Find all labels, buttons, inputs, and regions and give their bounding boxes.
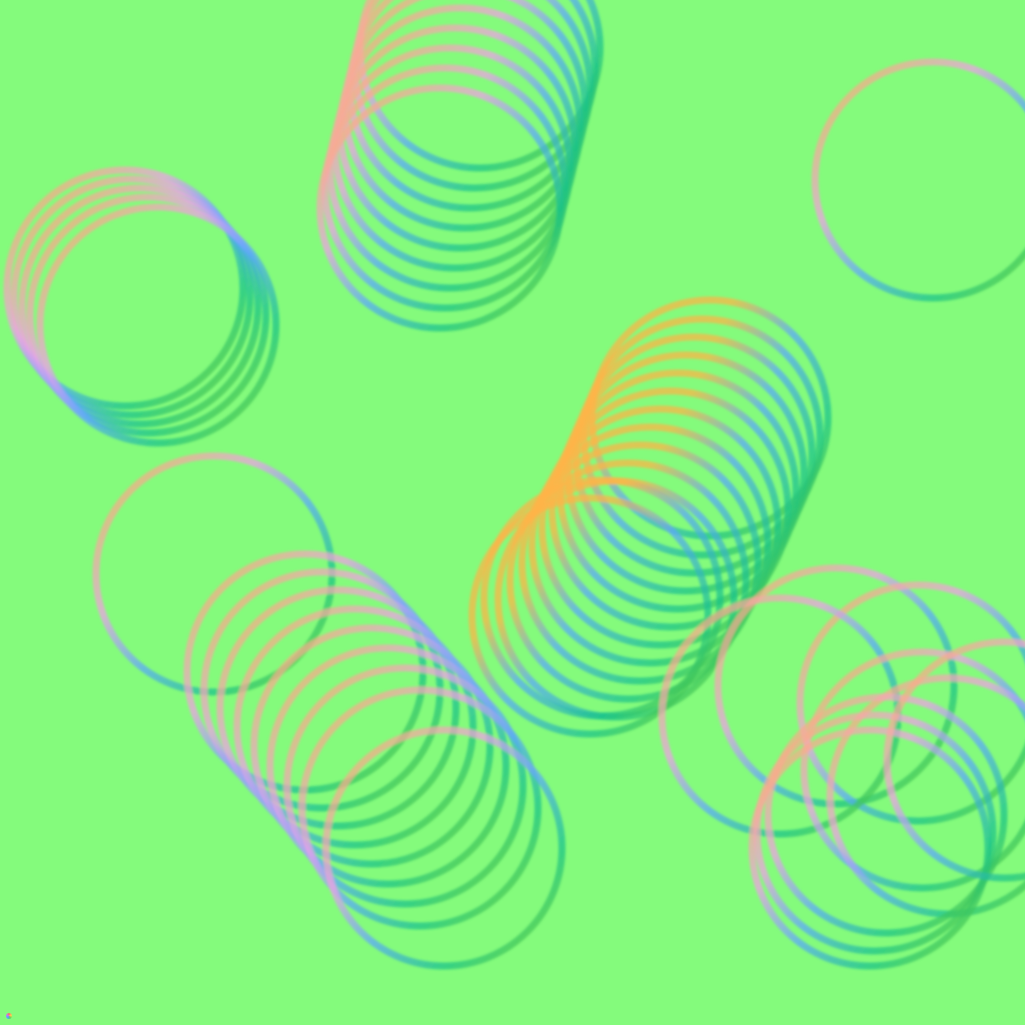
ring (250, 624, 494, 868)
bottom-left-stack (92, 452, 566, 970)
ring (538, 405, 782, 649)
ring (18, 184, 262, 428)
ring (26, 193, 270, 437)
ring (518, 441, 762, 685)
ring (266, 644, 510, 888)
ring (753, 711, 997, 955)
color-wheel-icon (6, 1013, 12, 1019)
ring (10, 175, 254, 419)
ring (506, 459, 750, 703)
ring (3, 166, 247, 410)
top-right-single (811, 58, 1025, 302)
ring (480, 476, 724, 720)
ring (748, 726, 992, 970)
ring (548, 387, 792, 631)
top-center-stack (316, 0, 604, 332)
ring (316, 84, 564, 332)
center-right-stack (468, 296, 832, 738)
ring (468, 494, 712, 738)
ring (800, 648, 1025, 892)
ring (233, 605, 477, 849)
ring (283, 664, 527, 908)
ring (714, 564, 958, 808)
left-stack (3, 166, 280, 447)
ring (322, 726, 566, 970)
ring (36, 203, 280, 447)
ring (298, 686, 542, 930)
bottom-right-cluster (658, 564, 1025, 970)
ring (764, 693, 1008, 937)
ring (528, 423, 772, 667)
ring (883, 638, 1025, 882)
ring (811, 58, 1025, 302)
ring (796, 581, 1025, 825)
ring (216, 586, 460, 830)
